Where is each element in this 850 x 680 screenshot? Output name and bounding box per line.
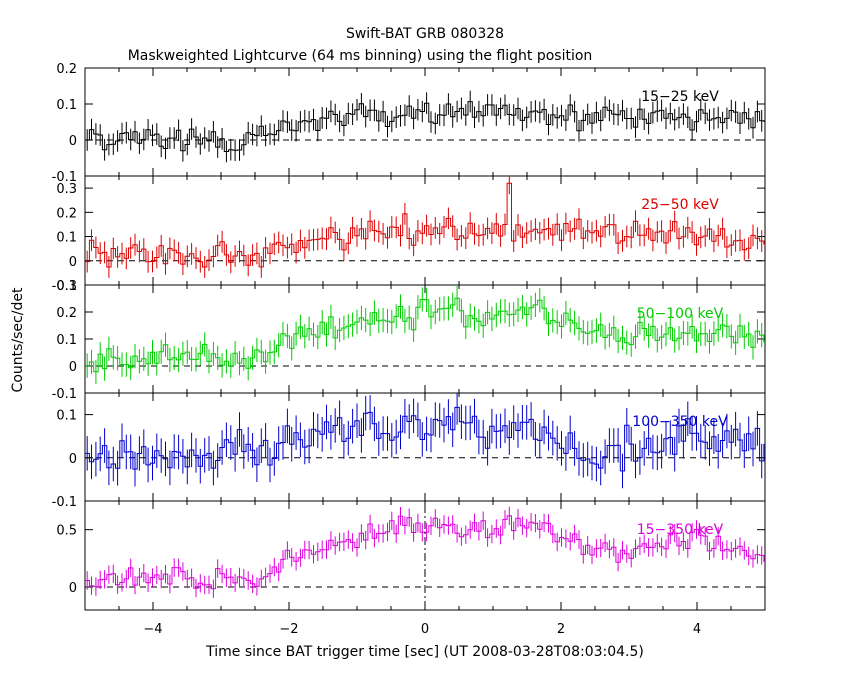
x-tick-label: 2 bbox=[557, 622, 565, 637]
x-tick-label: −2 bbox=[279, 622, 298, 637]
y-tick-label: -0.1 bbox=[52, 495, 77, 510]
series-group bbox=[85, 506, 765, 598]
y-tick-label: 0 bbox=[69, 581, 77, 596]
y-tick-label: 0.1 bbox=[56, 409, 77, 424]
band-label: 100−350 keV bbox=[632, 414, 728, 430]
series-line bbox=[85, 297, 765, 373]
series-line bbox=[85, 182, 765, 268]
series-group bbox=[85, 90, 765, 163]
y-tick-label: -0.1 bbox=[52, 387, 77, 402]
y-tick-label: 0.3 bbox=[56, 279, 77, 294]
panel-frame bbox=[84, 392, 766, 502]
x-axis-label: Time since BAT trigger time [sec] (UT 20… bbox=[205, 644, 644, 660]
panel-1: -0.1 0 0.1 0.2 15−25 keV bbox=[52, 62, 766, 185]
y-tick-label: 0 bbox=[69, 134, 77, 149]
y-tick-label: 0.1 bbox=[56, 98, 77, 113]
y-tick-label: 0.2 bbox=[56, 62, 77, 77]
y-axis-label: Counts/sec/det bbox=[10, 287, 26, 392]
chart-subtitle: Maskweighted Lightcurve (64 ms binning) … bbox=[128, 48, 593, 64]
chart-title: Swift-BAT GRB 080328 bbox=[346, 26, 504, 42]
band-label: 25−50 keV bbox=[641, 197, 719, 213]
y-tick-label: 0.3 bbox=[56, 182, 77, 197]
error-bars bbox=[86, 506, 763, 598]
panels-group: -0.1 0 0.1 0.2 15−25 keV -0.1 0 0.1 0.2 0.3 25−50 … bbox=[52, 62, 766, 637]
x-tick-label: −4 bbox=[143, 622, 162, 637]
y-tick-label: 0 bbox=[69, 360, 77, 375]
y-tick-label: -0.1 bbox=[52, 170, 77, 185]
error-bars bbox=[86, 176, 763, 278]
band-label: 15−350 keV bbox=[637, 522, 724, 538]
series-line bbox=[85, 406, 765, 472]
panel-5: 0 0.5 15−350 keV bbox=[56, 500, 766, 611]
band-label: 50−100 keV bbox=[637, 306, 724, 322]
x-tick-label: 4 bbox=[693, 622, 701, 637]
panel-3: -0.1 0 0.1 0.2 0.3 50−100 keV bbox=[52, 279, 766, 402]
y-tick-label: 0.5 bbox=[56, 524, 77, 539]
panel-frame bbox=[84, 67, 766, 177]
band-label: 15−25 keV bbox=[641, 89, 719, 105]
y-tick-label: 0.2 bbox=[56, 206, 77, 221]
y-tick-label: 0.2 bbox=[56, 306, 77, 321]
panel-4: -0.1 0 0.1 100−350 keV bbox=[52, 392, 766, 510]
x-tick-label: 0 bbox=[421, 622, 429, 637]
y-tick-label: 0.1 bbox=[56, 333, 77, 348]
series-group bbox=[85, 393, 765, 489]
panel-2: -0.1 0 0.1 0.2 0.3 25−50 keV bbox=[52, 175, 766, 294]
panel-frame bbox=[84, 284, 766, 394]
y-tick-label: -0.1 bbox=[52, 279, 77, 294]
y-tick-label: 0 bbox=[69, 255, 77, 270]
y-tick-label: 0.1 bbox=[56, 231, 77, 246]
series-group bbox=[85, 286, 765, 384]
series-line bbox=[85, 515, 765, 590]
y-tick-label: 0 bbox=[69, 452, 77, 467]
series-group bbox=[85, 176, 765, 278]
series-line bbox=[85, 101, 765, 152]
